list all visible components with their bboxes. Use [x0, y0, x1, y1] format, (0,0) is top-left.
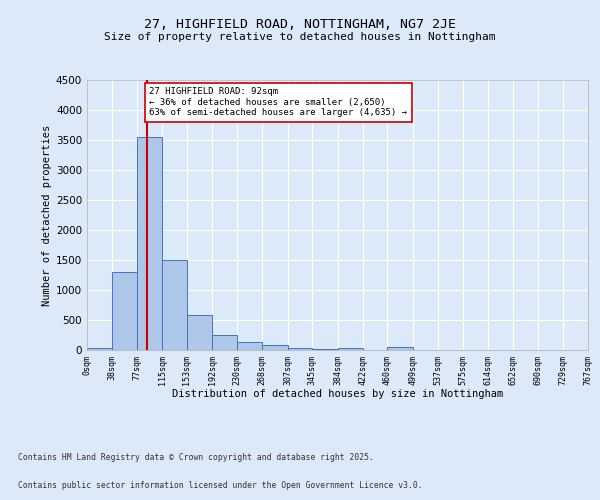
Y-axis label: Number of detached properties: Number of detached properties: [42, 124, 52, 306]
Bar: [388, 347, 413, 350]
Text: 27, HIGHFIELD ROAD, NOTTINGHAM, NG7 2JE: 27, HIGHFIELD ROAD, NOTTINGHAM, NG7 2JE: [144, 18, 456, 30]
Bar: [162, 260, 187, 350]
Bar: [187, 314, 212, 350]
Text: Contains HM Land Registry data © Crown copyright and database right 2025.: Contains HM Land Registry data © Crown c…: [18, 454, 374, 462]
Bar: [338, 348, 362, 350]
Bar: [87, 348, 112, 350]
Bar: [313, 349, 338, 350]
Bar: [212, 335, 237, 350]
Bar: [262, 344, 287, 350]
Bar: [112, 272, 137, 350]
Bar: [137, 137, 162, 350]
Text: 27 HIGHFIELD ROAD: 92sqm
← 36% of detached houses are smaller (2,650)
63% of sem: 27 HIGHFIELD ROAD: 92sqm ← 36% of detach…: [149, 87, 407, 117]
Bar: [237, 342, 262, 350]
Text: Size of property relative to detached houses in Nottingham: Size of property relative to detached ho…: [104, 32, 496, 42]
X-axis label: Distribution of detached houses by size in Nottingham: Distribution of detached houses by size …: [172, 389, 503, 399]
Bar: [287, 348, 313, 350]
Text: Contains public sector information licensed under the Open Government Licence v3: Contains public sector information licen…: [18, 481, 422, 490]
